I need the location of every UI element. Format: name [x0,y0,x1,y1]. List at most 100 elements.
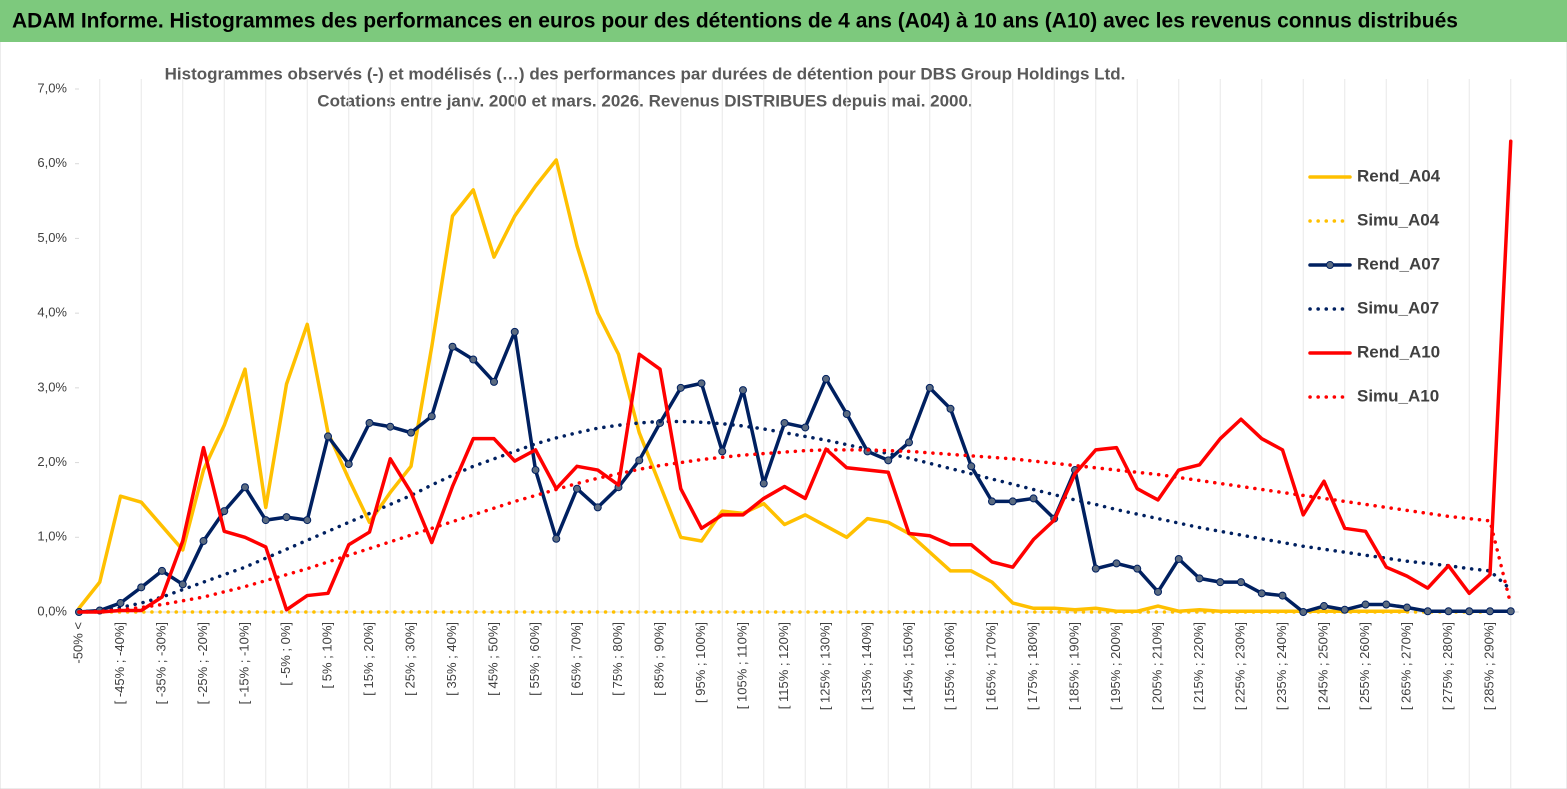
x-tick-label: [ 285% ; 290%] [1481,622,1496,710]
y-tick-label: 1,0% [37,529,67,544]
x-tick-label: [ 145% ; 150%] [900,622,915,710]
x-tick-label: [ 235% ; 240%] [1274,622,1289,710]
x-tick-label: [ 275% ; 280%] [1440,622,1455,710]
x-tick-label: [ 75% ; 80%] [610,622,625,696]
x-tick-label: [ 35% ; 40%] [444,622,459,696]
series-marker [884,456,893,465]
legend-label: Simu_A04 [1357,210,1440,229]
legend-label: Simu_A07 [1357,298,1439,317]
series-line [77,139,1513,614]
series-marker [988,497,996,506]
series-marker [925,383,934,392]
series-marker [1154,587,1162,596]
x-tick-label: [ 245% ; 250%] [1315,622,1330,710]
series-marker [593,503,602,512]
series-marker [1174,554,1183,563]
legend-label: Rend_A10 [1357,342,1440,361]
x-tick-label: [ 55% ; 60%] [527,622,542,696]
series-marker [365,418,374,427]
x-tick-label: [ -35% ; -30%] [153,622,168,704]
x-tick-label: [ 105% ; 110%] [734,622,749,709]
series-marker [1340,605,1349,614]
y-tick-label: 0,0% [37,603,67,618]
series-marker [324,432,332,441]
series-marker [676,383,685,392]
legend-marker [1326,261,1334,269]
y-tick-label: 4,0% [37,305,67,320]
x-tick-label: [ 185% ; 190%] [1066,622,1081,710]
series-marker [822,374,830,383]
series-marker [905,438,913,447]
x-tick-label: [ 205% ; 210%] [1149,622,1164,710]
series-marker [490,377,498,386]
x-tick-label: [ 125% ; 130%] [817,622,832,710]
series-marker [1237,578,1245,587]
series-marker [718,447,727,456]
series-marker [1444,607,1453,616]
series-marker [801,423,810,432]
x-tick-label: [ 195% ; 200%] [1108,622,1123,710]
series-marker [1382,600,1391,609]
x-tick-label: [ 225% ; 230%] [1232,622,1247,710]
x-tick-label: [ 65% ; 70%] [568,622,583,696]
series-marker [1320,602,1328,611]
series-marker [1465,607,1474,616]
y-tick-label: 3,0% [37,379,67,394]
legend-label: Rend_A04 [1357,166,1441,185]
legend-label: Simu_A10 [1357,386,1439,405]
chart-subtitle: Histogrammes observés (-) et modélisés (… [165,64,1126,83]
series-marker [1361,600,1370,609]
series-marker [842,410,851,419]
series-marker [137,583,146,592]
series-marker [199,537,208,546]
series-marker [344,460,353,469]
series-marker [1299,608,1308,616]
series-marker [780,418,789,427]
series-marker [178,580,187,589]
series-marker [469,355,478,364]
chart-title: ADAM Informe. Histogrammes des performan… [12,10,1458,33]
x-tick-label: [ 85% ; 90%] [651,622,666,696]
series-marker [386,422,395,431]
series-marker [1216,578,1225,587]
series-marker [1133,564,1142,573]
x-tick-label: [ 155% ; 160%] [942,622,957,710]
series-marker [946,404,955,413]
series-marker [1486,607,1494,616]
series-marker [158,566,166,575]
x-tick-label: [ 115% ; 120%] [776,622,791,709]
y-tick-label: 2,0% [37,454,67,469]
series-marker [448,342,457,351]
series-marker [1423,607,1432,616]
series-marker [282,513,291,522]
x-tick-label: [ 25% ; 30%] [402,622,417,696]
series-marker [1506,607,1515,616]
x-tick-label: [ -15% ; -10%] [236,622,251,704]
x-tick-label: [ 135% ; 140%] [859,622,874,710]
series-marker [573,484,581,493]
series-marker [739,386,747,395]
series-marker [1403,603,1411,612]
x-tick-label: [ -5% ; 0%] [278,622,293,686]
title-banner [0,0,1567,42]
series-line [77,419,1513,614]
x-tick-label: [ 215% ; 220%] [1191,622,1206,710]
series-marker [116,599,125,608]
series-marker [1112,559,1121,568]
series-marker [552,534,561,543]
series-marker [241,483,249,492]
series-marker [1029,494,1038,503]
series-marker [261,516,270,525]
series-marker [220,507,229,516]
series-line [77,330,1513,614]
y-tick-label: 7,0% [37,80,67,95]
x-tick-label: [ 175% ; 180%] [1025,622,1040,710]
series-marker [1257,589,1266,598]
y-tick-label: 6,0% [37,155,67,170]
x-tick-label: [ 265% ; 270%] [1398,622,1413,710]
x-tick-label: [ 165% ; 170%] [983,622,998,710]
series-marker [1091,564,1100,573]
